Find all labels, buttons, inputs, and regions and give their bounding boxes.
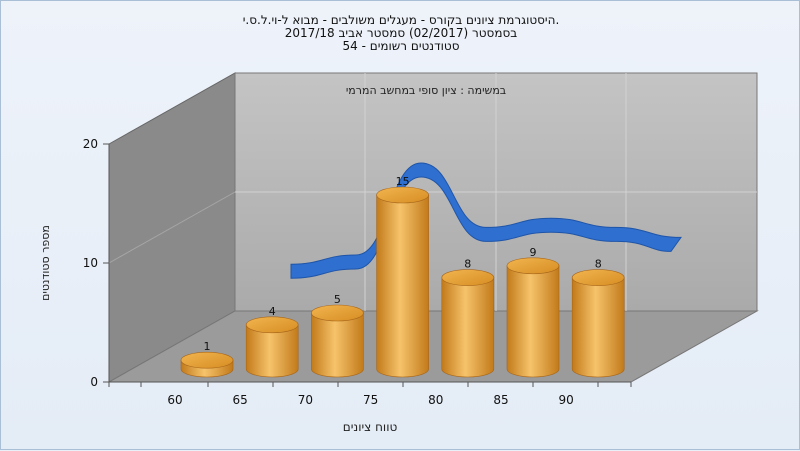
bar-body xyxy=(441,277,495,378)
x-tick-label: 70 xyxy=(298,393,313,407)
x-axis-label: טווח ציונים xyxy=(343,420,398,434)
back-wall-grid xyxy=(235,73,757,311)
bar-value-label: 4 xyxy=(269,305,276,318)
bar-value-label: 8 xyxy=(595,258,602,271)
bar-value-label: 9 xyxy=(530,246,537,259)
bar: 4 xyxy=(245,305,299,378)
bar-top xyxy=(311,304,364,322)
x-tick-label: 80 xyxy=(428,393,443,407)
x-tick-label: 75 xyxy=(363,393,378,407)
bar: 1 xyxy=(180,340,234,378)
bar-top xyxy=(376,186,429,204)
bar-top xyxy=(180,351,234,369)
chart-header-line-3: סטודנטים רשומים - 54 xyxy=(342,39,460,53)
bar-value-label: 15 xyxy=(396,175,410,188)
bar-top xyxy=(441,269,495,286)
bar: 9 xyxy=(506,246,560,378)
x-tick-label: 85 xyxy=(493,393,508,407)
y-axis-label: מספר סטודנטים xyxy=(39,225,52,301)
bar-body xyxy=(311,312,364,378)
bar-body xyxy=(571,277,625,378)
trend-line-series xyxy=(290,162,682,279)
bar-value-label: 1 xyxy=(204,340,211,353)
bar-body xyxy=(245,324,299,378)
bar-top xyxy=(506,257,560,275)
chart-title: במשימה : ציון סופי במחשב המרמי xyxy=(346,84,506,97)
x-axis-ticks: 60 65 70 75 80 85 90 xyxy=(108,382,632,407)
bar: 8 xyxy=(571,258,625,378)
bar: 8 xyxy=(441,258,495,378)
bar-top xyxy=(571,269,625,286)
bar-body xyxy=(376,194,429,378)
y-tick-label: 0 xyxy=(90,375,98,389)
chart-header-line-2: בסמסטר (02/2017) סמסטר אביב 2017/18 xyxy=(284,26,518,40)
chart-header-line-1: היסטוגרמת ציונים בקורס - מעגלים משולבים … xyxy=(242,13,560,27)
bar: 15 xyxy=(376,175,429,378)
bar-value-label: 8 xyxy=(464,258,471,271)
y-tick-label: 10 xyxy=(83,256,98,270)
bar-body xyxy=(506,265,560,378)
y-axis-ticks: 0 10 20 xyxy=(83,137,109,389)
bar: 5 xyxy=(311,293,364,378)
bar-value-label: 5 xyxy=(334,293,341,306)
x-tick-label: 60 xyxy=(167,393,182,407)
x-tick-label: 90 xyxy=(559,393,574,407)
bar-series: 1 4 5 15 8 9 8 xyxy=(180,175,625,378)
x-tick-label: 65 xyxy=(233,393,248,407)
bar-top xyxy=(245,316,299,334)
side-wall-grid xyxy=(108,191,236,264)
y-tick-label: 20 xyxy=(83,137,98,151)
